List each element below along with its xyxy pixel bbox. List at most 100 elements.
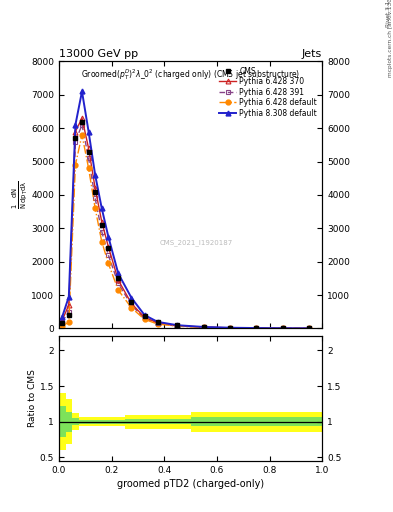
Pythia 8.308 default [66, 293, 71, 300]
CMS [73, 135, 78, 141]
Pythia 8.308 default [228, 325, 232, 331]
Pythia 6.428 370 [66, 302, 71, 308]
Pythia 6.428 370 [175, 323, 180, 329]
Line: Pythia 6.428 default: Pythia 6.428 default [60, 133, 312, 331]
Pythia 6.428 391 [155, 321, 160, 327]
Pythia 8.308 default [99, 205, 104, 211]
Pythia 8.308 default [175, 322, 180, 328]
Pythia 6.428 default [99, 239, 104, 245]
CMS [86, 148, 91, 155]
Y-axis label: $\frac{1}{\rm N}\frac{{\rm d}N}{{\rm d}p_T{\rm d}\lambda}$: $\frac{1}{\rm N}\frac{{\rm d}N}{{\rm d}p… [10, 181, 30, 209]
Pythia 8.308 default [254, 325, 259, 331]
CMS [80, 118, 84, 124]
CMS [254, 325, 259, 331]
Pythia 6.428 391 [106, 252, 111, 258]
Pythia 6.428 default [86, 165, 91, 172]
Pythia 6.428 default [80, 132, 84, 138]
Pythia 6.428 370 [116, 277, 121, 283]
Y-axis label: Ratio to CMS: Ratio to CMS [28, 370, 37, 428]
Pythia 6.428 default [142, 316, 147, 323]
Line: Pythia 8.308 default: Pythia 8.308 default [60, 89, 312, 331]
Pythia 6.428 default [202, 325, 206, 331]
Pythia 6.428 default [228, 325, 232, 331]
Pythia 6.428 default [106, 260, 111, 266]
Line: CMS: CMS [60, 119, 312, 331]
X-axis label: groomed pTD2 (charged-only): groomed pTD2 (charged-only) [117, 479, 264, 489]
Pythia 6.428 370 [60, 317, 64, 323]
Text: CMS_2021_I1920187: CMS_2021_I1920187 [159, 240, 233, 246]
Pythia 8.308 default [106, 233, 111, 240]
Pythia 6.428 370 [80, 115, 84, 121]
CMS [93, 188, 97, 195]
Pythia 6.428 370 [73, 129, 78, 135]
CMS [281, 325, 285, 331]
Pythia 6.428 370 [202, 324, 206, 330]
Text: Rivet 3.1.10, ≥ 3.4M events: Rivet 3.1.10, ≥ 3.4M events [386, 0, 391, 27]
Pythia 6.428 391 [66, 309, 71, 315]
Pythia 6.428 default [116, 287, 121, 293]
Pythia 8.308 default [307, 325, 311, 331]
Line: Pythia 6.428 391: Pythia 6.428 391 [60, 122, 312, 331]
CMS [66, 312, 71, 318]
Pythia 8.308 default [93, 172, 97, 178]
Pythia 6.428 391 [60, 318, 64, 325]
Pythia 6.428 391 [86, 155, 91, 161]
Pythia 6.428 default [73, 162, 78, 168]
Pythia 6.428 391 [129, 302, 134, 308]
Pythia 6.428 370 [281, 325, 285, 331]
CMS [228, 325, 232, 331]
Pythia 6.428 370 [155, 320, 160, 326]
Pythia 6.428 391 [142, 315, 147, 322]
CMS [106, 245, 111, 251]
CMS [175, 323, 180, 329]
Text: mcplots.cern.ch [arXiv:1306.3436]: mcplots.cern.ch [arXiv:1306.3436] [387, 0, 393, 77]
Pythia 6.428 default [129, 305, 134, 311]
Pythia 8.308 default [142, 312, 147, 318]
Line: Pythia 6.428 370: Pythia 6.428 370 [60, 116, 312, 331]
Pythia 6.428 391 [80, 122, 84, 128]
Pythia 8.308 default [155, 319, 160, 325]
Pythia 6.428 391 [116, 280, 121, 286]
Pythia 6.428 370 [142, 314, 147, 321]
Pythia 6.428 default [254, 325, 259, 331]
Text: 13000 GeV pp: 13000 GeV pp [59, 49, 138, 59]
Pythia 8.308 default [281, 325, 285, 331]
Pythia 6.428 391 [202, 324, 206, 330]
CMS [202, 324, 206, 330]
CMS [99, 222, 104, 228]
CMS [116, 275, 121, 282]
CMS [307, 325, 311, 331]
CMS [155, 319, 160, 325]
Pythia 6.428 370 [93, 185, 97, 191]
Pythia 8.308 default [116, 270, 121, 276]
Pythia 6.428 391 [73, 138, 78, 144]
Pythia 6.428 370 [86, 145, 91, 151]
Pythia 8.308 default [60, 314, 64, 320]
Pythia 6.428 default [93, 205, 97, 211]
Pythia 6.428 default [155, 321, 160, 327]
Pythia 6.428 default [307, 325, 311, 331]
Pythia 8.308 default [80, 89, 84, 95]
Pythia 6.428 default [281, 325, 285, 331]
Legend: CMS, Pythia 6.428 370, Pythia 6.428 391, Pythia 6.428 default, Pythia 8.308 defa: CMS, Pythia 6.428 370, Pythia 6.428 391,… [218, 65, 318, 119]
Pythia 6.428 370 [129, 301, 134, 307]
CMS [129, 298, 134, 305]
Pythia 6.428 370 [254, 325, 259, 331]
Pythia 6.428 391 [307, 325, 311, 331]
Pythia 6.428 default [66, 319, 71, 326]
Pythia 8.308 default [86, 129, 91, 135]
Pythia 8.308 default [73, 122, 78, 128]
Pythia 8.308 default [202, 324, 206, 330]
Text: Groomed$(p_T^D)^2\lambda\_0^2$ (charged only) (CMS jet substructure): Groomed$(p_T^D)^2\lambda\_0^2$ (charged … [81, 67, 300, 82]
Text: Jets: Jets [302, 49, 322, 59]
Pythia 6.428 391 [99, 228, 104, 234]
Pythia 6.428 default [175, 323, 180, 329]
Pythia 6.428 391 [281, 325, 285, 331]
CMS [142, 313, 147, 319]
Pythia 6.428 370 [228, 325, 232, 331]
Pythia 6.428 391 [175, 323, 180, 329]
Pythia 6.428 370 [106, 244, 111, 250]
Pythia 6.428 370 [307, 325, 311, 331]
Pythia 6.428 391 [93, 195, 97, 201]
Pythia 6.428 391 [228, 325, 232, 331]
